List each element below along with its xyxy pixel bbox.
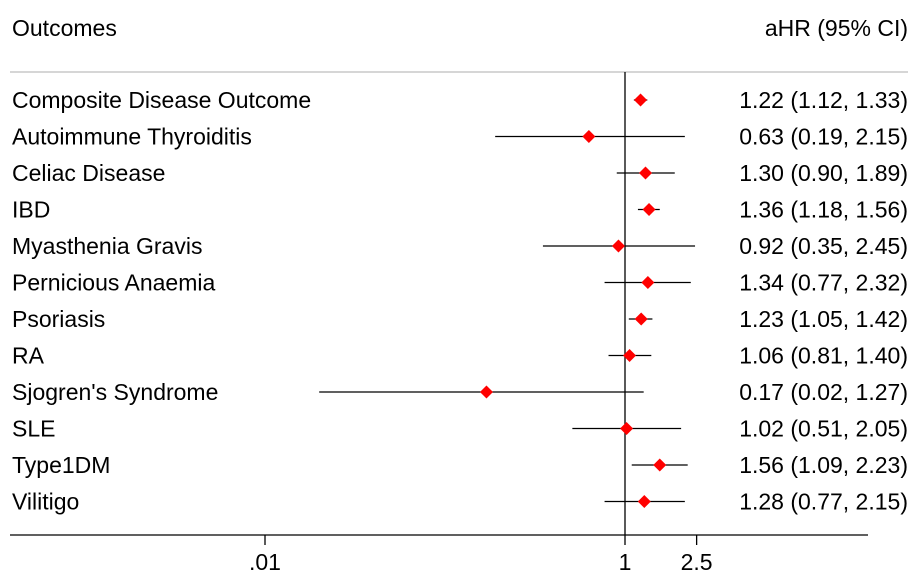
- estimate-marker: [634, 93, 648, 107]
- estimate-marker: [642, 203, 656, 216]
- outcome-label: Psoriasis: [12, 306, 105, 332]
- ahr-ci-value: 1.36 (1.18, 1.56): [739, 197, 908, 223]
- x-tick-label: 1: [619, 549, 632, 574]
- forest-row: Myasthenia Gravis 0.92 (0.35, 2.45): [12, 233, 908, 259]
- estimate-marker: [582, 130, 596, 143]
- rows-layer: Composite Disease Outcome 1.22 (1.12, 1.3…: [12, 72, 908, 535]
- ahr-ci-value: 0.17 (0.02, 1.27): [739, 379, 908, 405]
- estimate-marker: [639, 166, 653, 180]
- ahr-ci-value: 1.30 (0.90, 1.89): [739, 160, 908, 186]
- forest-row: Autoimmune Thyroiditis 0.63 (0.19, 2.15): [12, 124, 908, 150]
- forest-row: Sjogren's Syndrome 0.17 (0.02, 1.27): [12, 379, 908, 405]
- outcome-label: Pernicious Anaemia: [12, 270, 215, 296]
- estimate-marker: [623, 349, 637, 362]
- ahr-ci-value: 0.92 (0.35, 2.45): [739, 233, 908, 259]
- forest-row: Composite Disease Outcome 1.22 (1.12, 1.3…: [12, 87, 908, 113]
- outcome-label: Sjogren's Syndrome: [12, 379, 218, 405]
- outcome-label: RA: [12, 343, 45, 369]
- x-axis-ticks: .01 1 2.5: [249, 535, 713, 574]
- ahr-ci-value: 1.34 (0.77, 2.32): [739, 270, 908, 296]
- estimate-marker: [611, 239, 625, 253]
- outcome-label: Autoimmune Thyroiditis: [12, 124, 252, 150]
- forest-row: Psoriasis 1.23 (1.05, 1.42): [12, 306, 908, 332]
- ahr-ci-value: 1.02 (0.51, 2.05): [739, 416, 908, 442]
- outcome-label: Type1DM: [12, 452, 110, 478]
- ahr-ci-value: 1.56 (1.09, 2.23): [739, 452, 908, 478]
- outcome-label: Myasthenia Gravis: [12, 233, 202, 259]
- forest-row: Pernicious Anaemia 1.34 (0.77, 2.32): [12, 270, 908, 296]
- estimate-marker: [479, 385, 493, 399]
- ahr-ci-header: aHR (95% CI): [765, 15, 908, 41]
- estimate-marker: [637, 495, 651, 508]
- forest-row: Vilitigo 1.28 (0.77, 2.15): [12, 489, 908, 515]
- outcomes-header: Outcomes: [12, 15, 117, 41]
- outcome-label: SLE: [12, 416, 55, 442]
- x-tick-label: 2.5: [681, 549, 713, 574]
- outcome-label: Vilitigo: [12, 489, 79, 515]
- ahr-ci-value: 1.23 (1.05, 1.42): [739, 306, 908, 332]
- outcome-label: Celiac Disease: [12, 160, 165, 186]
- estimate-marker: [634, 312, 648, 326]
- forest-row: Celiac Disease 1.30 (0.90, 1.89): [12, 160, 908, 186]
- outcome-label: IBD: [12, 197, 50, 223]
- forest-row: SLE 1.02 (0.51, 2.05): [12, 416, 908, 442]
- ahr-ci-value: 1.22 (1.12, 1.33): [739, 87, 908, 113]
- estimate-marker: [620, 422, 634, 435]
- ahr-ci-value: 1.06 (0.81, 1.40): [739, 343, 908, 369]
- forest-row: Type1DM 1.56 (1.09, 2.23): [12, 452, 908, 478]
- outcome-label: Composite Disease Outcome: [12, 87, 311, 113]
- estimate-marker: [641, 276, 655, 289]
- forest-row: RA 1.06 (0.81, 1.40): [12, 343, 908, 369]
- ahr-ci-value: 1.28 (0.77, 2.15): [739, 489, 908, 515]
- estimate-marker: [653, 458, 667, 472]
- forest-row: IBD 1.36 (1.18, 1.56): [12, 197, 908, 223]
- ahr-ci-value: 0.63 (0.19, 2.15): [739, 124, 908, 150]
- x-tick-label: .01: [249, 549, 281, 574]
